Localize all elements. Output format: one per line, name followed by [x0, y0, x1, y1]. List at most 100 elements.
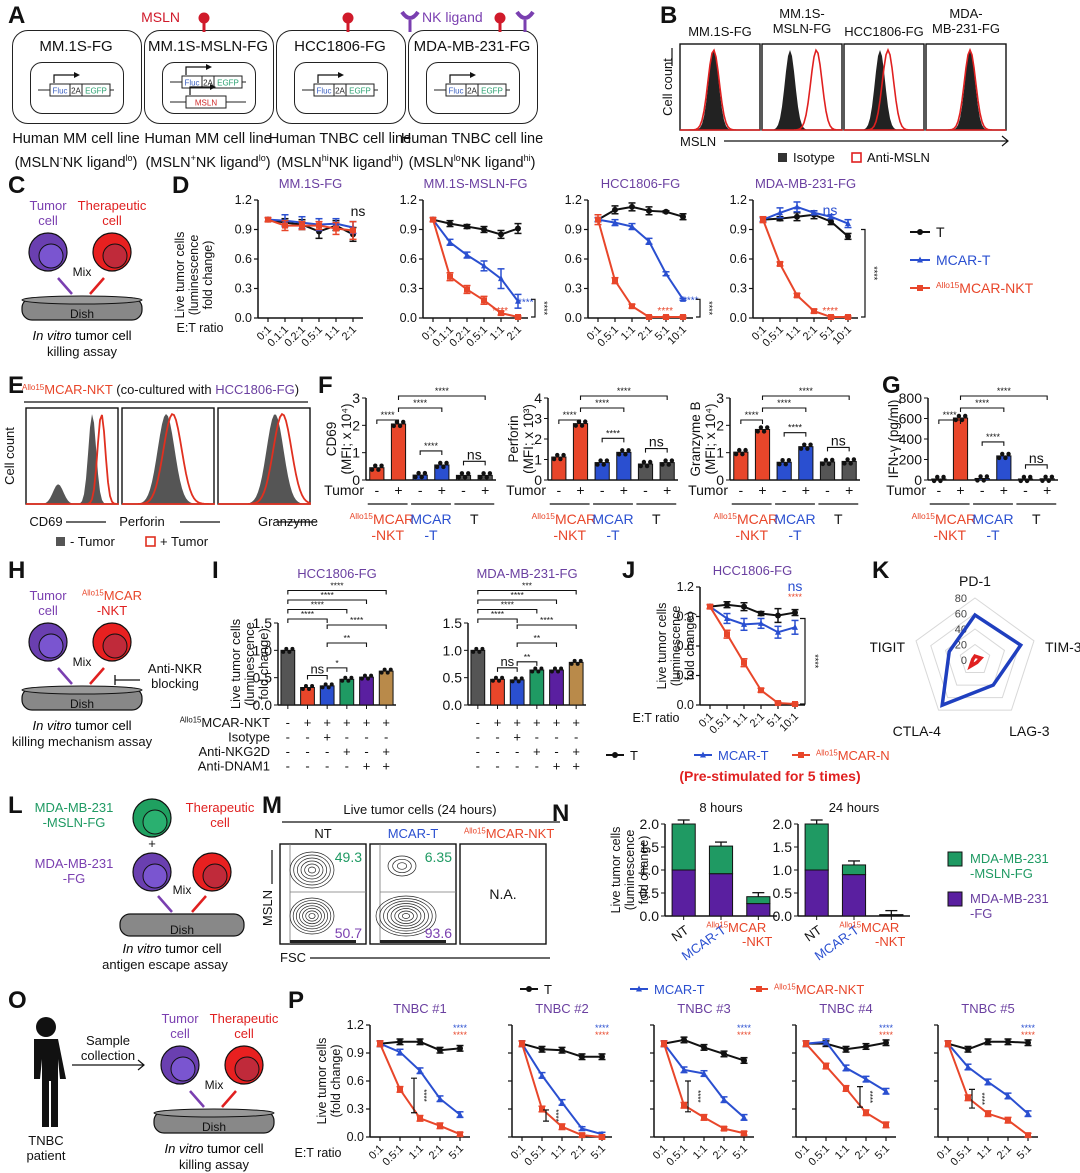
y-tick-label: 0.6: [347, 1074, 364, 1088]
replicate-dot: [786, 458, 792, 463]
x-tick-label: 2:1: [711, 1143, 730, 1162]
gene-label-egfp: EGFP: [349, 87, 371, 96]
data-point-mcar-nkt: [498, 310, 504, 317]
tumor-sign: -: [980, 482, 985, 498]
condition-sign: -: [345, 759, 349, 774]
tumor-sign: -: [418, 482, 423, 498]
therapeutic-arrow-icon: [89, 667, 105, 685]
replicate-dot: [660, 462, 665, 467]
dish-label: Dish: [70, 697, 94, 711]
replicate-dot: [975, 478, 980, 483]
gene-label-fluc: Fluc: [316, 87, 331, 96]
group-label-mcar-nkt-2: -NKT: [371, 527, 404, 543]
data-point-mcar-t: [794, 203, 800, 210]
bar: [390, 423, 407, 481]
significance-label: ***: [522, 581, 533, 591]
bar: [490, 678, 505, 706]
significance-bracket: [761, 395, 850, 400]
condition-sign: -: [305, 759, 309, 774]
condition-sign: -: [554, 744, 558, 759]
x-tick-label: 2:1: [995, 1143, 1014, 1162]
bar-chart-I1: HCC1806-FG0.00.51.01.5----+---++--+-+-+-…: [253, 566, 396, 774]
x-tick-label: 1:1: [833, 1143, 852, 1162]
panel-c-assay-schematic: Tumor cell Therapeutic cell Mix Dish In vitro …: [21, 198, 147, 359]
tumor-sign: -: [825, 482, 830, 498]
tumor-arrow-icon: [189, 1090, 205, 1108]
cell-line-description: Human TNBC cell line (MSLNhiNK ligandhi): [268, 131, 412, 171]
gate-top-percent: 6.35: [425, 849, 452, 865]
mix-label: Mix: [205, 1078, 224, 1092]
replicate-dot: [471, 649, 476, 654]
group-label-t: T: [470, 511, 479, 527]
data-point-mcar-nkt: [823, 1063, 829, 1070]
replicate-dot: [413, 474, 418, 480]
significance-label: ****: [563, 410, 578, 420]
tumor-row-label: Tumor: [324, 482, 364, 498]
data-point-mcar-t: [701, 1070, 707, 1077]
condition-sign: -: [515, 759, 519, 774]
gene-box: [185, 95, 227, 109]
therapeutic-label-2: -NKT: [97, 603, 127, 618]
legend-label: Allo15MCAR-NKT: [774, 982, 864, 997]
bar-fg: [708, 873, 734, 917]
gate-bottom-percent: 93.6: [425, 925, 452, 941]
isotype-histogram: [680, 50, 760, 130]
data-point-mcar-nkt: [721, 1125, 727, 1132]
data-point-t: [397, 1038, 403, 1045]
gene-construct: Fluc 2A EGFP MSLN: [170, 64, 246, 109]
tumor-sign: +: [576, 482, 584, 498]
significance-label: ns: [649, 434, 664, 450]
promoter-arrow: [53, 74, 74, 83]
y-axis-label: Live tumor cells(fold change): [315, 1038, 343, 1125]
contour-line: [296, 857, 328, 883]
replicate-dot: [422, 470, 428, 476]
series-line-mcar-nkt: [762, 219, 848, 319]
data-point-mcar-t: [758, 619, 764, 626]
significance-bracket: [857, 1086, 863, 1108]
y-tick-label: 0.5: [443, 670, 463, 686]
therapeutic-nucleus-icon: [234, 1056, 260, 1082]
replicate-dot: [434, 464, 440, 470]
significance-ns: ns: [788, 578, 803, 594]
promoter-arrow: [317, 74, 338, 83]
condition-sign: +: [382, 759, 390, 774]
y-axis-label: Granzyme B(MFI; x 10⁴): [688, 401, 718, 476]
replicate-dot: [287, 649, 292, 654]
significance-label: ****: [350, 615, 364, 625]
anti-nkr-blocking-label: Anti-NKR blocking: [148, 661, 202, 691]
group-label-t: T: [834, 511, 843, 527]
bar-fg: [804, 869, 829, 917]
data-point-mcar-nkt: [777, 260, 783, 267]
panel-label-g: G: [882, 372, 901, 399]
replicate-dot: [638, 463, 643, 469]
data-point-mcar-t: [559, 1098, 565, 1105]
x-tick-label: 5:1: [731, 1143, 750, 1162]
tumor-sign: -: [600, 482, 605, 498]
tumor-sign: -: [556, 482, 561, 498]
condition-sign: +: [363, 715, 371, 730]
tumor-sign: +: [1000, 482, 1008, 498]
tumor-sign: +: [1043, 482, 1051, 498]
replicate-dot: [783, 462, 788, 467]
bar-fg: [841, 874, 867, 917]
replicate-dot: [536, 669, 541, 674]
data-point-mcar-t: [680, 295, 686, 302]
assay-caption: In vitro tumor cell: [33, 718, 132, 733]
x-tick-label: 0.5:1: [806, 1143, 832, 1169]
replicate-dot: [281, 649, 286, 654]
replicate-dot: [551, 456, 557, 462]
condition-sign: +: [382, 744, 390, 759]
y-tick-label: 0.0: [347, 1130, 364, 1144]
significance-label: ****: [617, 386, 632, 396]
significance-bracket: [696, 298, 701, 318]
y-axis-label: Live tumor cells(luminescencefold change…: [609, 827, 651, 914]
replicate-dot: [539, 666, 544, 671]
data-point-t: [629, 203, 635, 210]
data-point-mcar-t: [845, 220, 851, 227]
data-point-mcar-nkt: [464, 286, 470, 293]
replicate-dot: [466, 471, 471, 476]
nk-ligand-icon: [515, 10, 535, 20]
data-point-t: [515, 225, 521, 232]
panel-label-c: C: [8, 172, 26, 199]
